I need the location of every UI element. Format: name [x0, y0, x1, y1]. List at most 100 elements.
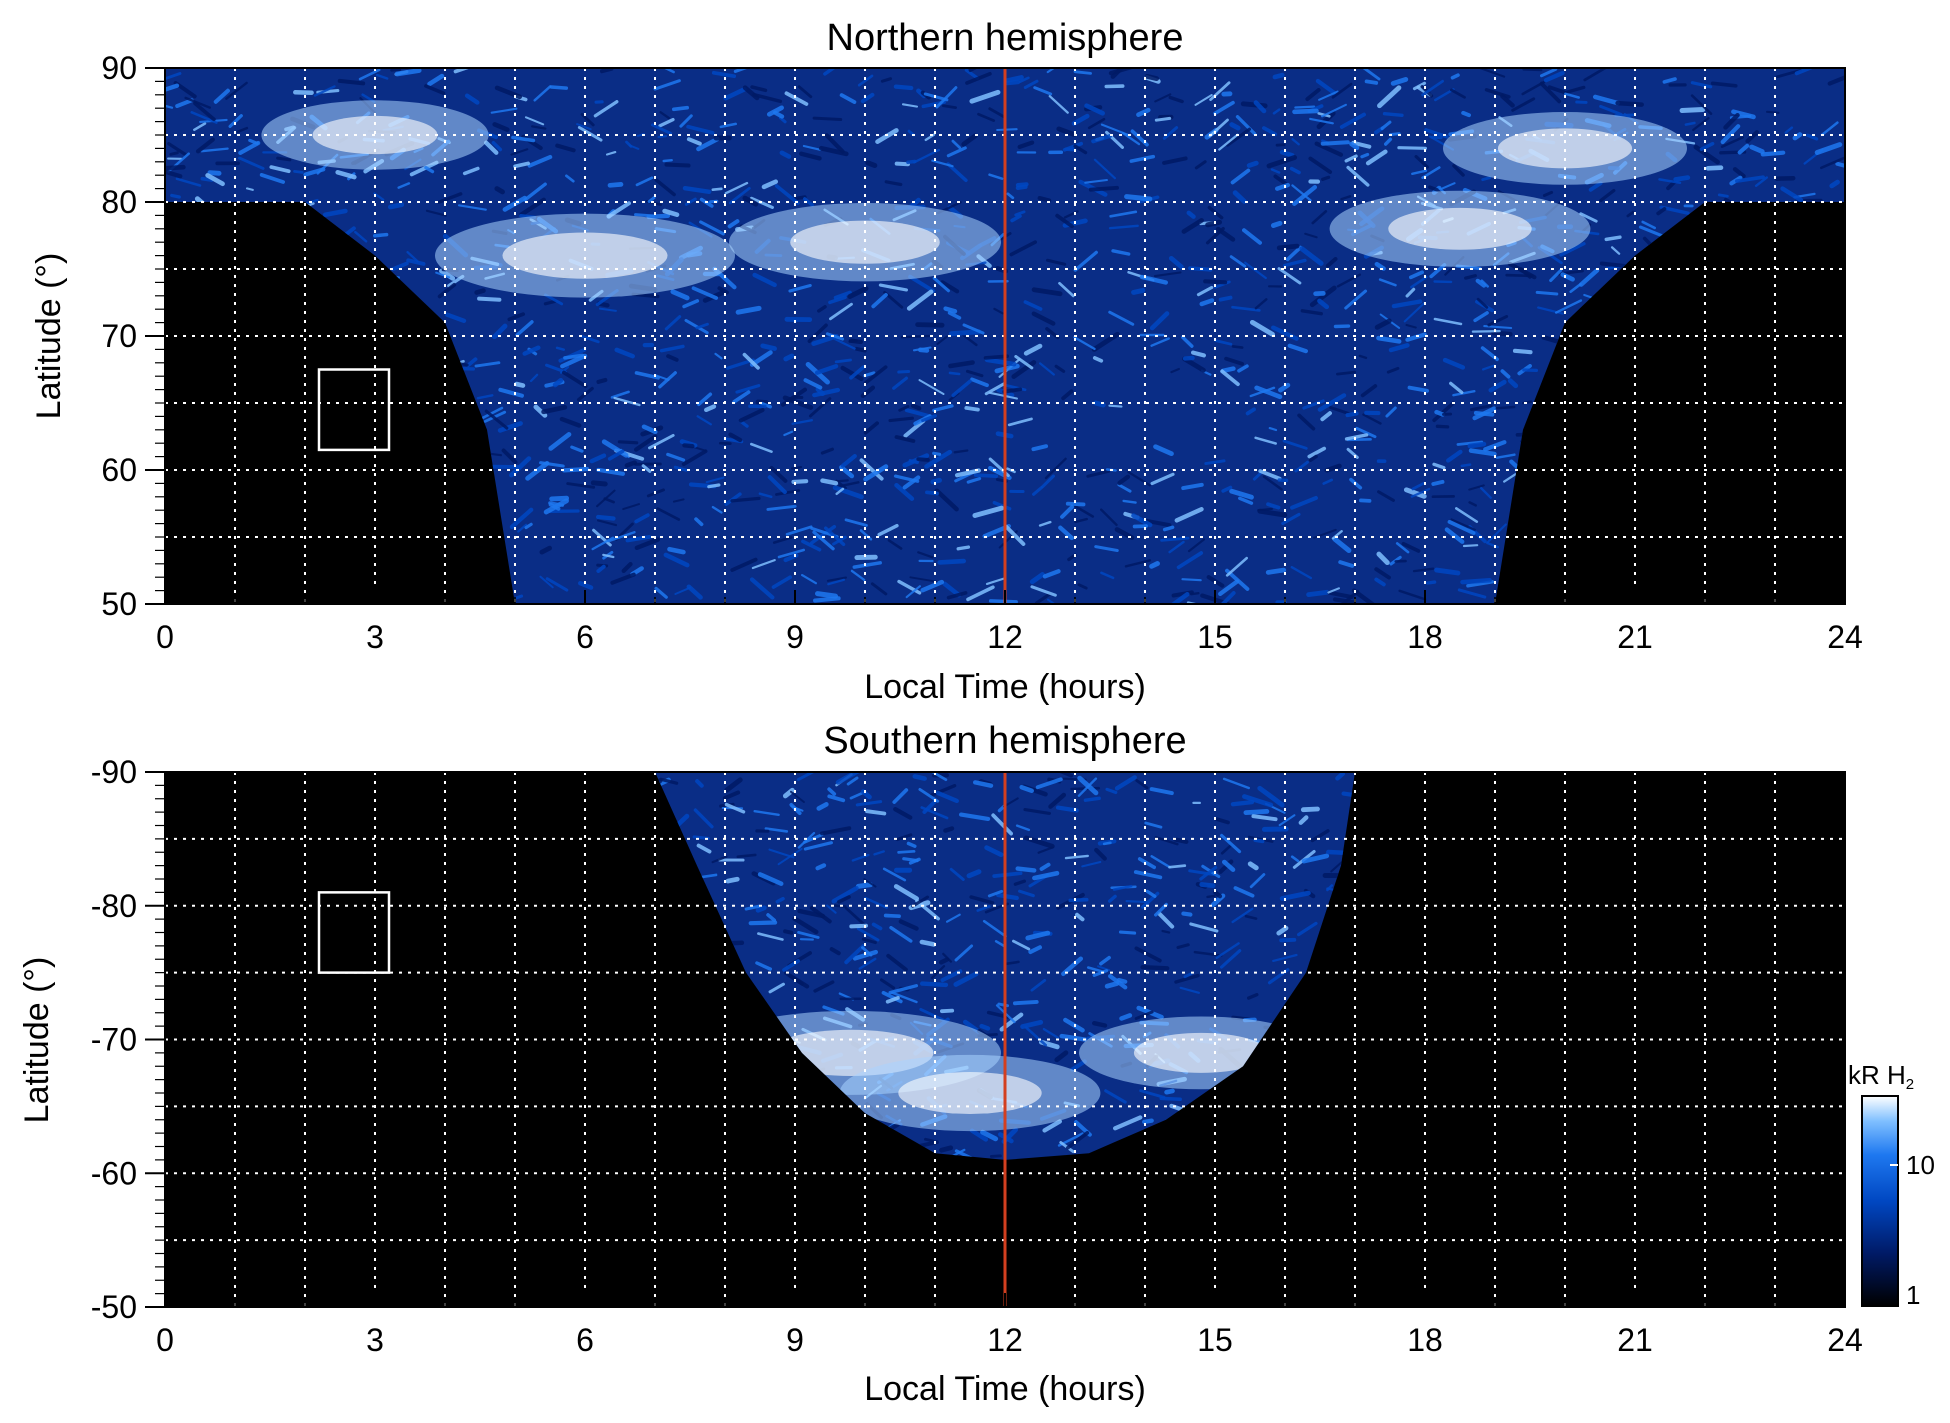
south-emission-streak — [929, 784, 957, 797]
north-emission-streak — [562, 370, 588, 389]
north-emission-streak — [1315, 78, 1337, 96]
north-emission-streak — [1045, 258, 1067, 266]
north-emission-streak — [940, 280, 960, 294]
south-emission-streak — [757, 872, 784, 886]
north-emission-streak — [817, 305, 827, 313]
north-emission-streak — [1181, 578, 1202, 582]
north-emission-streak — [1397, 146, 1428, 150]
north-emission-streak — [1235, 115, 1257, 136]
north-emission-streak — [784, 91, 809, 106]
north-emission-streak — [1196, 285, 1214, 297]
north-emission-streak — [1331, 82, 1353, 99]
north-emission-streak — [1430, 135, 1443, 140]
north-emission-streak — [951, 379, 972, 398]
south-emission-streak — [864, 896, 888, 909]
north-emission-streak — [1692, 117, 1710, 132]
north-emission-streak — [730, 496, 761, 503]
north-emission-streak — [1297, 413, 1316, 431]
north-emission-streak — [1168, 255, 1184, 270]
north-ytick-label: 50 — [101, 586, 137, 622]
north-emission-streak — [1061, 389, 1074, 401]
north-emission-streak — [1031, 311, 1056, 326]
north-emission-streak — [664, 315, 682, 331]
south-emission-streak — [852, 949, 878, 961]
north-emission-streak — [694, 517, 704, 527]
north-emission-streak — [1109, 210, 1138, 218]
north-emission-streak — [651, 123, 673, 135]
south-emission-streak — [939, 957, 950, 965]
north-emission-streak — [1031, 287, 1063, 297]
north-emission-streak — [916, 457, 930, 462]
north-emission-streak — [1182, 355, 1195, 361]
south-emission-streak — [736, 853, 757, 859]
north-emission-streak — [193, 101, 216, 122]
north-emission-streak — [1662, 77, 1677, 84]
south-emission-streak — [855, 882, 873, 889]
south-emission-streak — [777, 847, 803, 866]
north-emission-streak — [1604, 235, 1622, 242]
north-emission-streak — [439, 268, 456, 281]
north-emission-streak — [1058, 281, 1075, 298]
north-emission-streak — [779, 150, 792, 159]
north-emission-streak — [809, 524, 837, 545]
south-emission-streak — [949, 867, 965, 881]
north-emission-streak — [1032, 486, 1043, 496]
north-emission-streak — [1519, 267, 1532, 279]
north-emission-streak — [1699, 141, 1715, 151]
north-emission-streak — [1162, 525, 1175, 532]
north-emission-streak — [1684, 121, 1696, 126]
south-emission-streak — [1086, 966, 1106, 974]
north-emission-streak — [1287, 343, 1309, 354]
north-emission-streak — [1450, 73, 1460, 80]
north-emission-streak — [425, 209, 447, 217]
north-emission-streak — [921, 414, 937, 423]
north-emission-streak — [464, 93, 480, 105]
south-emission-streak — [912, 774, 927, 781]
north-emission-streak — [673, 465, 688, 472]
north-emission-streak — [1321, 103, 1347, 118]
south-emission-streak — [908, 857, 921, 865]
north-emission-streak — [544, 293, 564, 306]
south-emission-streak — [1077, 775, 1099, 796]
south-emission-streak — [1112, 884, 1133, 891]
north-emission-streak — [517, 523, 528, 533]
north-emission-streak — [1814, 142, 1843, 155]
north-emission-streak — [1411, 482, 1425, 491]
south-emission-streak — [722, 790, 741, 801]
north-emission-streak — [165, 72, 182, 81]
north-emission-streak — [1376, 335, 1402, 344]
north-emission-streak — [1467, 441, 1487, 449]
north-emission-streak — [684, 197, 697, 206]
north-emission-streak — [519, 197, 546, 217]
north-emission-streak — [1073, 70, 1092, 75]
north-emission-streak — [977, 112, 996, 122]
north-emission-streak — [1411, 169, 1428, 176]
north-emission-streak — [913, 148, 940, 164]
north-emission-streak — [515, 320, 534, 337]
colorbar-label-subscript: 2 — [1906, 1076, 1914, 1093]
south-emission-streak — [979, 1023, 991, 1031]
north-emission-streak — [1073, 336, 1096, 351]
north-emission-streak — [1015, 182, 1029, 188]
north-emission-streak — [1468, 448, 1497, 457]
north-emission-streak — [878, 283, 909, 292]
north-emission-streak — [1004, 524, 1026, 546]
north-emission-streak — [790, 466, 803, 470]
north-emission-streak — [1034, 592, 1052, 604]
north-emission-streak — [865, 160, 878, 168]
south-emission-streak — [984, 845, 1004, 858]
north-emission-streak — [1564, 92, 1580, 99]
north-emission-streak — [501, 448, 518, 465]
north-emission-streak — [932, 404, 954, 413]
north-emission-streak — [1401, 541, 1421, 553]
south-bright-emission-core-1 — [898, 1072, 1042, 1114]
north-emission-streak — [1218, 579, 1240, 597]
north-emission-streak — [965, 369, 984, 378]
north-emission-streak — [839, 93, 857, 104]
south-emission-streak — [1145, 889, 1157, 898]
north-emission-streak — [1599, 188, 1616, 203]
north-emission-streak — [1461, 110, 1471, 118]
north-emission-streak — [1610, 246, 1621, 255]
north-emission-streak — [248, 138, 259, 145]
north-emission-streak — [466, 357, 478, 368]
